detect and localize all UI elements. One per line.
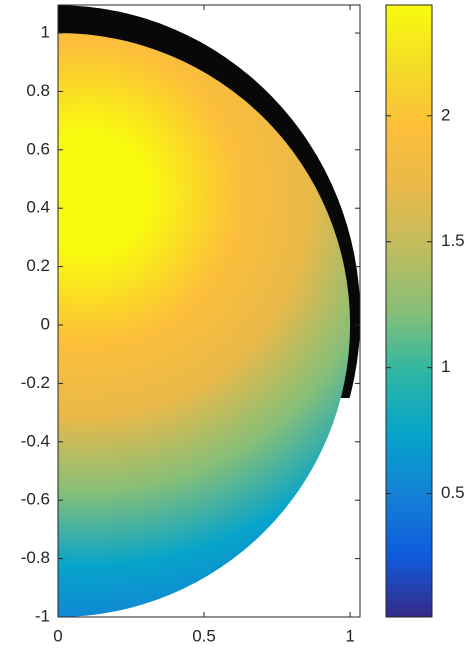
y-tick-label: 0.6 [26,139,50,158]
y-tick-label: -0.2 [21,373,50,392]
y-tick-label: 0.4 [26,198,50,217]
axes-box [57,4,361,618]
y-tick-label: -1 [35,606,50,625]
y-tick-label: -0.6 [21,490,50,509]
colorbar-tick-label: 1 [441,357,450,376]
x-tick-label: 1 [345,626,354,645]
x-tick-label: 0 [53,626,62,645]
x-tick-label: 0.5 [192,626,216,645]
y-tick-label: 1 [41,23,50,42]
colorbar-tick-label: 0.5 [441,483,465,502]
y-tick-label: 0 [41,314,50,333]
y-tick-label: 0.2 [26,256,50,275]
y-tick-label: -0.4 [21,431,50,450]
colorbar-tick-label: 2 [441,105,450,124]
y-tick-label: -0.8 [21,548,50,567]
y-tick-label: 0.8 [26,81,50,100]
plot-area [58,5,360,617]
colorbar [385,4,433,618]
colorbar-tick-label: 1.5 [441,231,465,250]
field [58,33,350,617]
